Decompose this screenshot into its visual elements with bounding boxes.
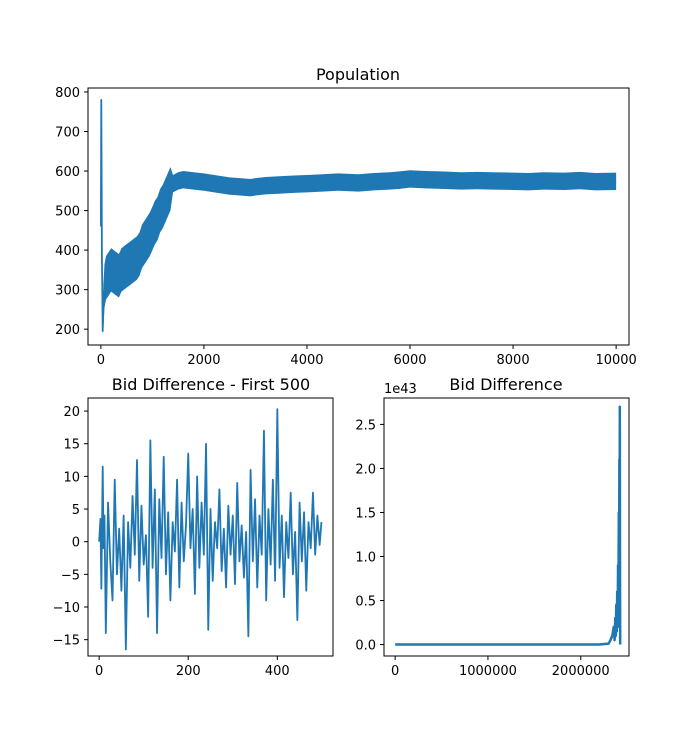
bid_first_500-x-tick-label: 0 [95, 664, 103, 679]
bid_all-y-tick-label: 2.0 [355, 462, 376, 477]
bid_all-x-tick-label: 2000000 [552, 664, 610, 679]
bid-difference-title: Bid Difference [449, 375, 562, 394]
bid_first_500-y-tick-label: 5 [72, 503, 80, 518]
bid_all-y-tick-label: 2.5 [355, 418, 376, 433]
bid_first_500-series-group [98, 408, 323, 651]
bid_all-series-group [395, 405, 622, 646]
population-chart: Population 0 2000 4000 6000 8000 10000 200 300 4… [55, 65, 637, 368]
bid_first_500-axes-frame [87, 397, 334, 657]
population-y-tick-label: 700 [55, 125, 80, 140]
bid_all-series-line-0 [395, 405, 622, 646]
bid_all-y-tick-label: 0.0 [355, 639, 376, 654]
bid_first_500-y-tick-label: −15 [53, 634, 80, 649]
population-y-tick-label: 300 [55, 284, 80, 299]
bid_first_500-y-tick-label: 10 [63, 470, 80, 485]
population-y-tick-label: 500 [55, 205, 80, 220]
bid-first-500-title: Bid Difference - First 500 [112, 375, 310, 394]
bid_all-axes-frame [383, 397, 630, 657]
bid_all-x-tick-label: 0 [391, 664, 399, 679]
bid_all-y-tick-label: 1.5 [355, 506, 376, 521]
population-axes-frame [87, 87, 630, 346]
bid_first_500-y-tick-label: −5 [61, 568, 80, 583]
population-title: Population [316, 65, 400, 84]
bid_first_500-x-tick-label: 200 [176, 664, 201, 679]
bid-difference-chart: Bid Difference 1e43 0 1000000 2000000 0.0 0.… [355, 375, 630, 679]
bid-first-500-chart: Bid Difference - First 500 0 200 400−15−10… [53, 375, 334, 679]
population-x-tick-label: 8000 [497, 353, 530, 368]
population-x-tick-label: 6000 [393, 353, 426, 368]
bid_first_500-y-tick-label: 0 [72, 536, 80, 551]
population-plot-area: 0 2000 4000 6000 8000 10000 200 300 400 500 600 700… [55, 86, 637, 368]
bid-difference-plot-area: 0 1000000 2000000 0.0 0.5 1.0 1.5 2.0 2.5 [355, 397, 630, 679]
population-series-group [99, 96, 617, 335]
bid_first_500-series-line-0 [98, 408, 323, 651]
population-y-tick-label: 600 [55, 165, 80, 180]
population-x-tick-label: 2000 [187, 353, 220, 368]
bid_first_500-y-tick-label: −10 [53, 601, 80, 616]
population-noise-band [100, 96, 617, 335]
population-series-line-0 [99, 98, 617, 333]
bid-first-500-plot-area: 0 200 400 −15 −10 −5 0 5 10 15 20 [53, 397, 334, 679]
population-y-tick-label: 200 [55, 323, 80, 338]
bid-difference-offset-label: 1e43 [384, 382, 417, 397]
bid_all-y-tick-label: 1.0 [355, 550, 376, 565]
bid_first_500-y-tick-label: 15 [63, 438, 80, 453]
bid_all-y-tick-label: 0.5 [355, 595, 376, 610]
bid_all-x-tick-label: 1000000 [459, 664, 517, 679]
population-y-tick-label: 400 [55, 244, 80, 259]
population-x-tick-label: 0 [97, 353, 105, 368]
population-x-tick-label: 4000 [290, 353, 323, 368]
population-y-tick-label: 800 [55, 86, 80, 101]
bid_first_500-y-tick-label: 20 [63, 405, 80, 420]
bid_first_500-x-tick-label: 400 [265, 664, 290, 679]
population-x-tick-label: 10000 [595, 353, 636, 368]
